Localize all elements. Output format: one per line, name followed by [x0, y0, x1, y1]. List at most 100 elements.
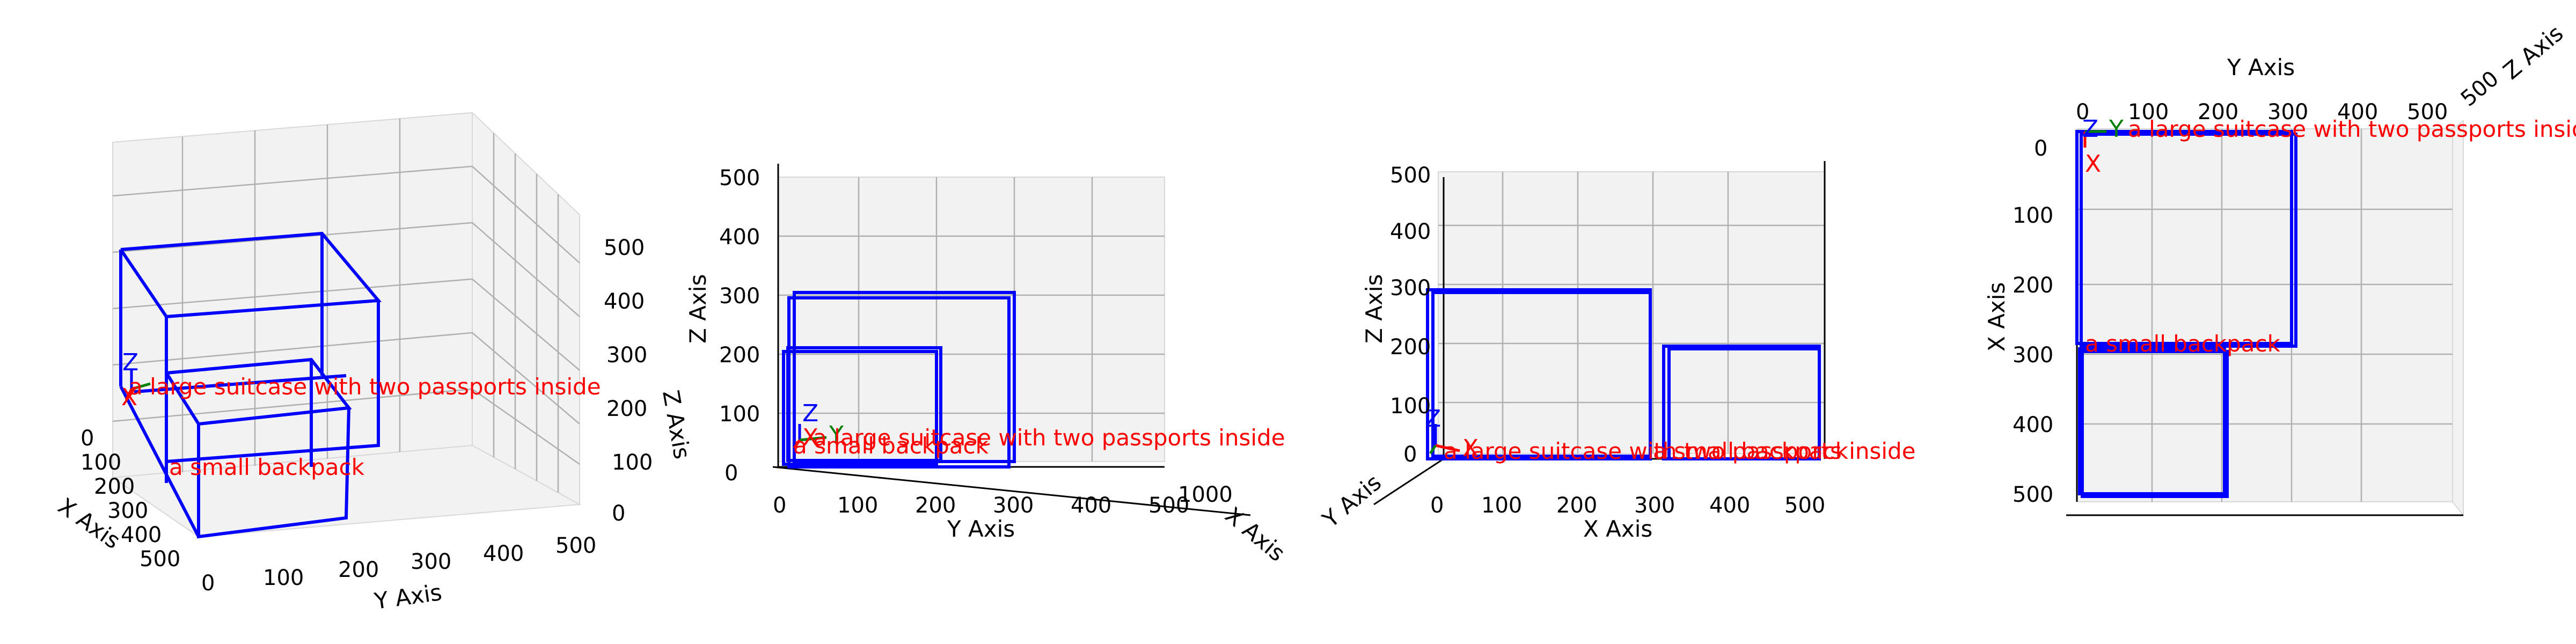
y-axis-label: Y Axis	[947, 516, 1015, 542]
svg-text:500: 500	[1390, 163, 1431, 188]
x-axis-ticks-crowded: 1000	[1178, 482, 1233, 507]
suitcase-label: a large suitcase with two passports insi…	[2128, 116, 2576, 142]
svg-text:0: 0	[80, 426, 94, 451]
origin-triad: Z X	[1425, 405, 1479, 462]
y-axis-label: Y Axis	[372, 579, 444, 614]
svg-text:300: 300	[1390, 276, 1431, 301]
svg-text:0: 0	[201, 571, 215, 596]
origin-x-label: X	[121, 384, 137, 411]
svg-text:500: 500	[604, 236, 645, 260]
suitcase-box	[1426, 288, 1652, 460]
z-axis-ticks-crowded: 500	[2456, 66, 2504, 111]
back-pane	[2076, 128, 2453, 502]
svg-text:200: 200	[338, 558, 379, 582]
svg-text:400: 400	[121, 523, 162, 547]
suitcase-label: a large suitcase with two passports insi…	[129, 374, 601, 400]
panel-side-xz: Z X a large suitcase with two passports …	[1317, 161, 1916, 542]
svg-text:X: X	[1462, 435, 1479, 462]
svg-text:300: 300	[107, 499, 148, 523]
svg-text:500: 500	[719, 166, 760, 191]
svg-text:0: 0	[2076, 100, 2089, 125]
svg-text:100: 100	[719, 402, 760, 427]
svg-text:X: X	[802, 424, 818, 451]
svg-text:300: 300	[411, 550, 451, 574]
x-axis-ticks: 0 100 200 300 400 500	[80, 426, 180, 572]
backpack-box	[119, 357, 352, 539]
svg-text:Z: Z	[802, 400, 818, 427]
svg-text:Z: Z	[1425, 405, 1441, 433]
origin-triad: X Z Y	[2082, 115, 2124, 178]
y-axis-ticks: 0 100 200 300 400 500	[773, 493, 1189, 518]
svg-text:0: 0	[2034, 136, 2047, 161]
svg-text:300: 300	[606, 343, 647, 368]
x-axis-ticks: 0 100 200 300 400 500	[2012, 136, 2053, 507]
svg-text:500: 500	[140, 547, 180, 572]
svg-text:200: 200	[94, 474, 135, 499]
suitcase-label: a large suitcase with two passports insi…	[813, 425, 1285, 451]
y-axis-ticks: 0 100 200 300 400 500	[2076, 100, 2448, 125]
svg-text:100: 100	[837, 493, 878, 518]
suitcase-box	[2075, 130, 2297, 348]
origin-z-label: Z	[122, 349, 138, 376]
z-axis-label: Z Axis	[685, 274, 711, 343]
svg-text:100: 100	[263, 566, 304, 590]
svg-text:Y: Y	[2109, 115, 2124, 143]
svg-text:500: 500	[1148, 493, 1189, 518]
svg-text:100: 100	[1481, 493, 1522, 518]
side-pane	[472, 111, 580, 506]
panel-top-yx: X Z Y a large suitcase with two passport…	[1984, 20, 2576, 517]
panel-perspective: Z X a large suitcase with two passports …	[53, 111, 696, 614]
svg-text:500: 500	[2012, 482, 2053, 507]
svg-text:400: 400	[2012, 413, 2053, 437]
svg-text:100: 100	[1390, 394, 1431, 419]
backpack-box	[1662, 345, 1821, 460]
svg-text:100: 100	[612, 450, 653, 475]
back-pane	[1438, 171, 1825, 454]
backpack-box	[782, 346, 942, 466]
svg-text:500: 500	[555, 533, 596, 558]
x-axis-label: X Axis	[1220, 502, 1291, 567]
svg-text:0: 0	[612, 501, 625, 526]
origin-triad: Z Y X	[793, 400, 844, 451]
svg-text:0: 0	[1403, 442, 1417, 467]
panel-front-yz: Z Y X a large suitcase with two passport…	[685, 164, 1290, 567]
grid-lines	[1438, 172, 1825, 453]
svg-text:200: 200	[1556, 493, 1597, 518]
svg-text:400: 400	[2337, 100, 2378, 125]
side-pane	[2452, 120, 2464, 517]
svg-text:400: 400	[719, 225, 760, 250]
svg-text:200: 200	[2012, 273, 2053, 298]
x-axis-label: X Axis	[1583, 516, 1652, 542]
svg-text:200: 200	[915, 493, 956, 518]
grid-lines	[112, 119, 580, 493]
svg-text:200: 200	[606, 397, 647, 421]
z-axis-label: Z Axis	[1361, 274, 1387, 343]
suitcase-label: a large suitcase with two passports insi…	[1444, 438, 1916, 464]
svg-text:400: 400	[604, 289, 645, 314]
svg-text:300: 300	[2267, 100, 2308, 125]
x-axis-ticks: 0 100 200 300 400 500	[1430, 493, 1825, 518]
svg-text:300: 300	[993, 493, 1034, 518]
svg-text:200: 200	[1390, 335, 1431, 360]
y-axis-ticks: 0 100 200 300 400 500	[201, 533, 596, 596]
svg-text:200: 200	[719, 343, 760, 368]
y-axis-label: Y Axis	[2227, 54, 2295, 80]
y-axis-label: Y Axis	[1317, 469, 1386, 533]
backpack-label: a small backpack	[169, 454, 365, 480]
svg-text:0: 0	[773, 493, 786, 518]
z-axis-label: Z Axis	[2498, 20, 2568, 85]
svg-text:100: 100	[2012, 203, 2053, 228]
svg-text:0: 0	[724, 461, 738, 486]
svg-text:0: 0	[1430, 493, 1444, 518]
z-axis-ticks: 0 100 200 300 400 500	[1390, 163, 1431, 467]
z-axis-label: Z Axis	[657, 388, 696, 461]
svg-text:200: 200	[2198, 100, 2238, 125]
svg-text:500: 500	[2407, 100, 2448, 125]
svg-text:100: 100	[80, 450, 121, 475]
svg-text:400: 400	[1071, 493, 1111, 518]
svg-text:300: 300	[719, 284, 760, 309]
svg-text:400: 400	[1709, 493, 1750, 518]
svg-text:100: 100	[2128, 100, 2169, 125]
svg-text:300: 300	[2012, 343, 2053, 368]
